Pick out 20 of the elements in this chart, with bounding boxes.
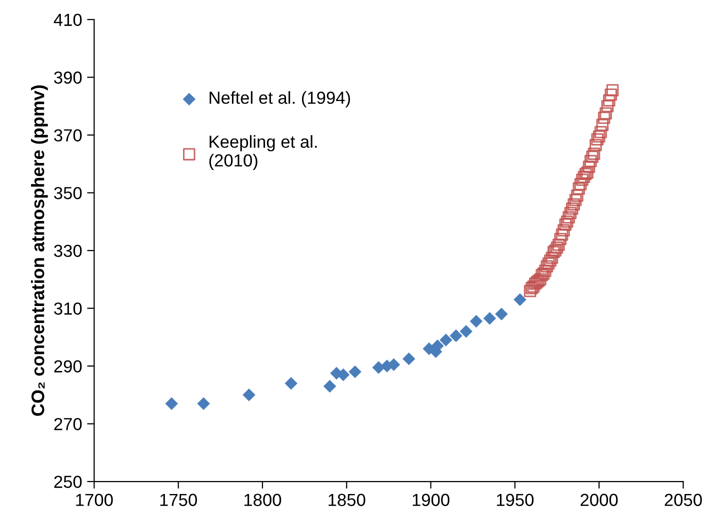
y-tick-label: 390	[54, 71, 82, 84]
x-tick-label: 2000	[580, 494, 618, 506]
x-tick-label: 1750	[160, 494, 197, 506]
y-axis-title: CO₂ concentration atmosphere (ppmv)	[31, 85, 48, 416]
x-tick-label: 1850	[328, 494, 366, 506]
x-tick-label: 2050	[664, 494, 702, 506]
x-tick-label: 1700	[76, 494, 113, 506]
y-tick-label: 270	[54, 418, 82, 430]
x-tick-label: 1800	[244, 494, 282, 506]
y-tick-label: 330	[54, 244, 82, 257]
y-tick-label: 370	[54, 129, 82, 142]
legend-label: Neftel et al. (1994)	[210, 91, 350, 108]
x-tick-label: 1950	[496, 494, 534, 506]
y-tick-label: 310	[54, 302, 82, 315]
y-tick-label: 350	[54, 186, 82, 200]
y-tick-label: 290	[54, 360, 82, 372]
y-tick-label: 410	[54, 14, 82, 26]
legend-label: Keepling et al. (2010)	[209, 135, 317, 170]
x-tick-label: 1900	[412, 494, 450, 506]
y-tick-label: 250	[54, 476, 82, 488]
